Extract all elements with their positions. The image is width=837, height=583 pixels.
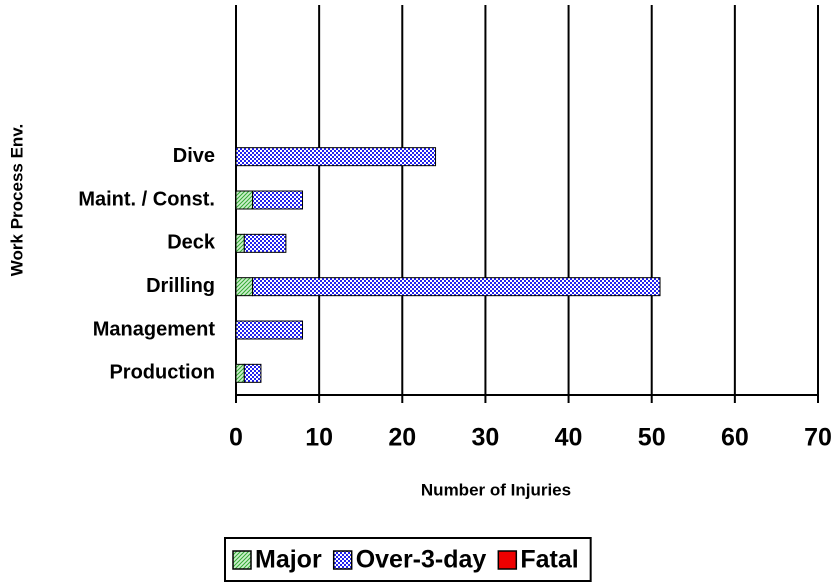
bar: [235, 277, 254, 297]
y-tick-label: Dive: [173, 145, 215, 167]
x-tick-label: 0: [229, 424, 243, 452]
legend-swatch: [332, 550, 353, 570]
y-tick-label: Management: [93, 318, 216, 340]
bar: [243, 363, 262, 383]
x-tick-label: 60: [721, 424, 749, 452]
bar: [235, 233, 245, 253]
x-axis-label: Number of Injuries: [421, 480, 571, 499]
y-tick-label: Production: [109, 362, 215, 384]
x-tick-label: 70: [804, 424, 832, 452]
legend-box: [224, 537, 592, 582]
x-tick-label: 40: [555, 424, 583, 452]
legend-swatch: [232, 550, 252, 570]
y-tick-label: Deck: [167, 232, 216, 254]
bar: [252, 277, 661, 297]
y-tick-label: Maint. / Const.: [78, 188, 215, 210]
bar: [235, 320, 304, 340]
x-tick-label: 10: [305, 424, 333, 452]
bar: [235, 363, 245, 383]
bar: [252, 190, 304, 210]
legend-swatch: [497, 550, 518, 570]
legend-label: Over-3-day: [356, 546, 487, 574]
x-tick-label: 50: [638, 424, 666, 452]
bar: [235, 147, 437, 167]
y-axis-label: Work Process Env.: [7, 124, 26, 276]
bar: [243, 233, 287, 253]
y-tick-label: Drilling: [146, 275, 215, 297]
legend-label: Major: [255, 546, 322, 574]
x-tick-label: 30: [472, 424, 500, 452]
legend: Major Over-3-day Fatal: [224, 537, 592, 582]
legend-label: Fatal: [520, 546, 578, 574]
bar: [235, 190, 254, 210]
x-tick-label: 20: [388, 424, 416, 452]
